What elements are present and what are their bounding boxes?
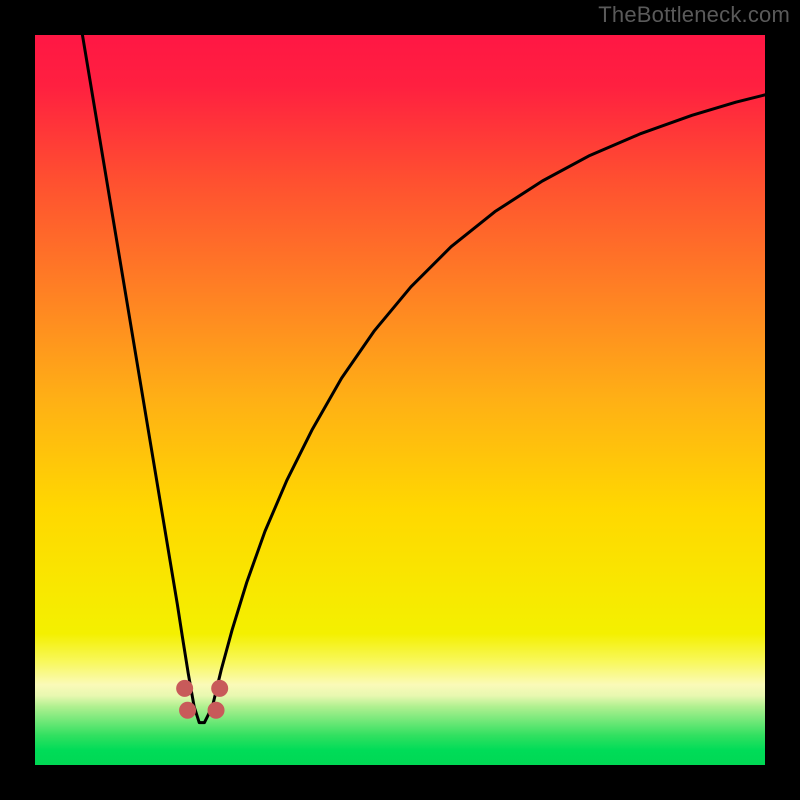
chart-container: TheBottleneck.com bbox=[0, 0, 800, 800]
marker-point bbox=[177, 680, 193, 696]
watermark-text: TheBottleneck.com bbox=[598, 2, 790, 28]
marker-point bbox=[180, 702, 196, 718]
bottleneck-chart bbox=[0, 0, 800, 800]
marker-point bbox=[212, 680, 228, 696]
marker-point bbox=[208, 702, 224, 718]
